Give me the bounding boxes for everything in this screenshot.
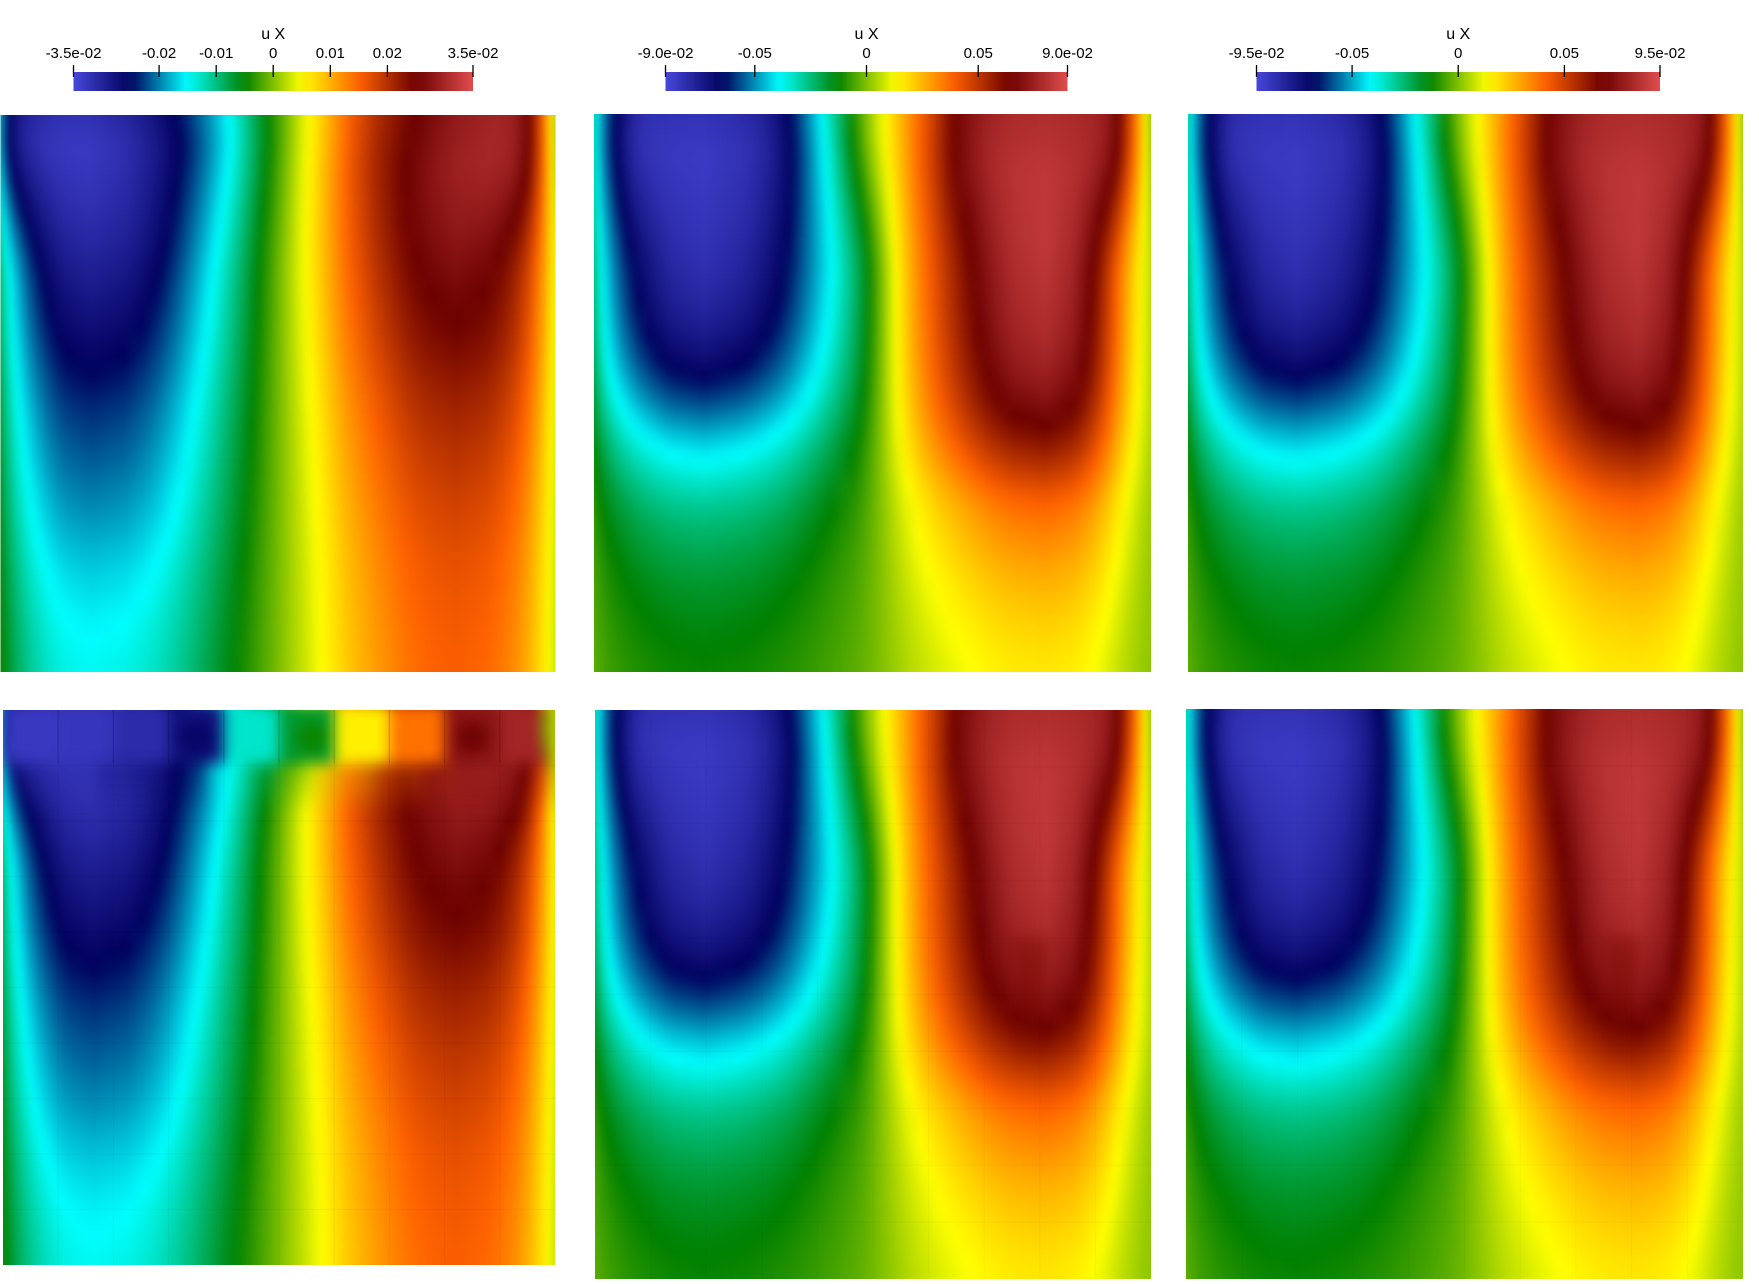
- svg-text:0: 0: [862, 45, 870, 62]
- svg-text:-0.05: -0.05: [738, 45, 772, 62]
- svg-text:0.01: 0.01: [316, 45, 345, 62]
- svg-text:-3.5e-02: -3.5e-02: [46, 45, 102, 62]
- svg-text:u X: u X: [1446, 26, 1470, 43]
- svg-text:-0.05: -0.05: [1335, 45, 1369, 62]
- svg-text:0: 0: [1454, 45, 1462, 62]
- svg-text:-9.0e-02: -9.0e-02: [638, 45, 694, 62]
- svg-text:-9.5e-02: -9.5e-02: [1229, 45, 1285, 62]
- svg-text:0.05: 0.05: [964, 45, 993, 62]
- svg-text:-0.02: -0.02: [142, 45, 176, 62]
- svg-text:u X: u X: [261, 26, 285, 43]
- svg-text:3.5e-02: 3.5e-02: [448, 45, 499, 62]
- svg-text:0.02: 0.02: [373, 45, 402, 62]
- svg-text:0: 0: [269, 45, 277, 62]
- svg-text:-0.01: -0.01: [199, 45, 233, 62]
- svg-text:0.05: 0.05: [1550, 45, 1579, 62]
- svg-text:u X: u X: [854, 26, 878, 43]
- svg-text:9.0e-02: 9.0e-02: [1042, 45, 1093, 62]
- svg-text:9.5e-02: 9.5e-02: [1635, 45, 1686, 62]
